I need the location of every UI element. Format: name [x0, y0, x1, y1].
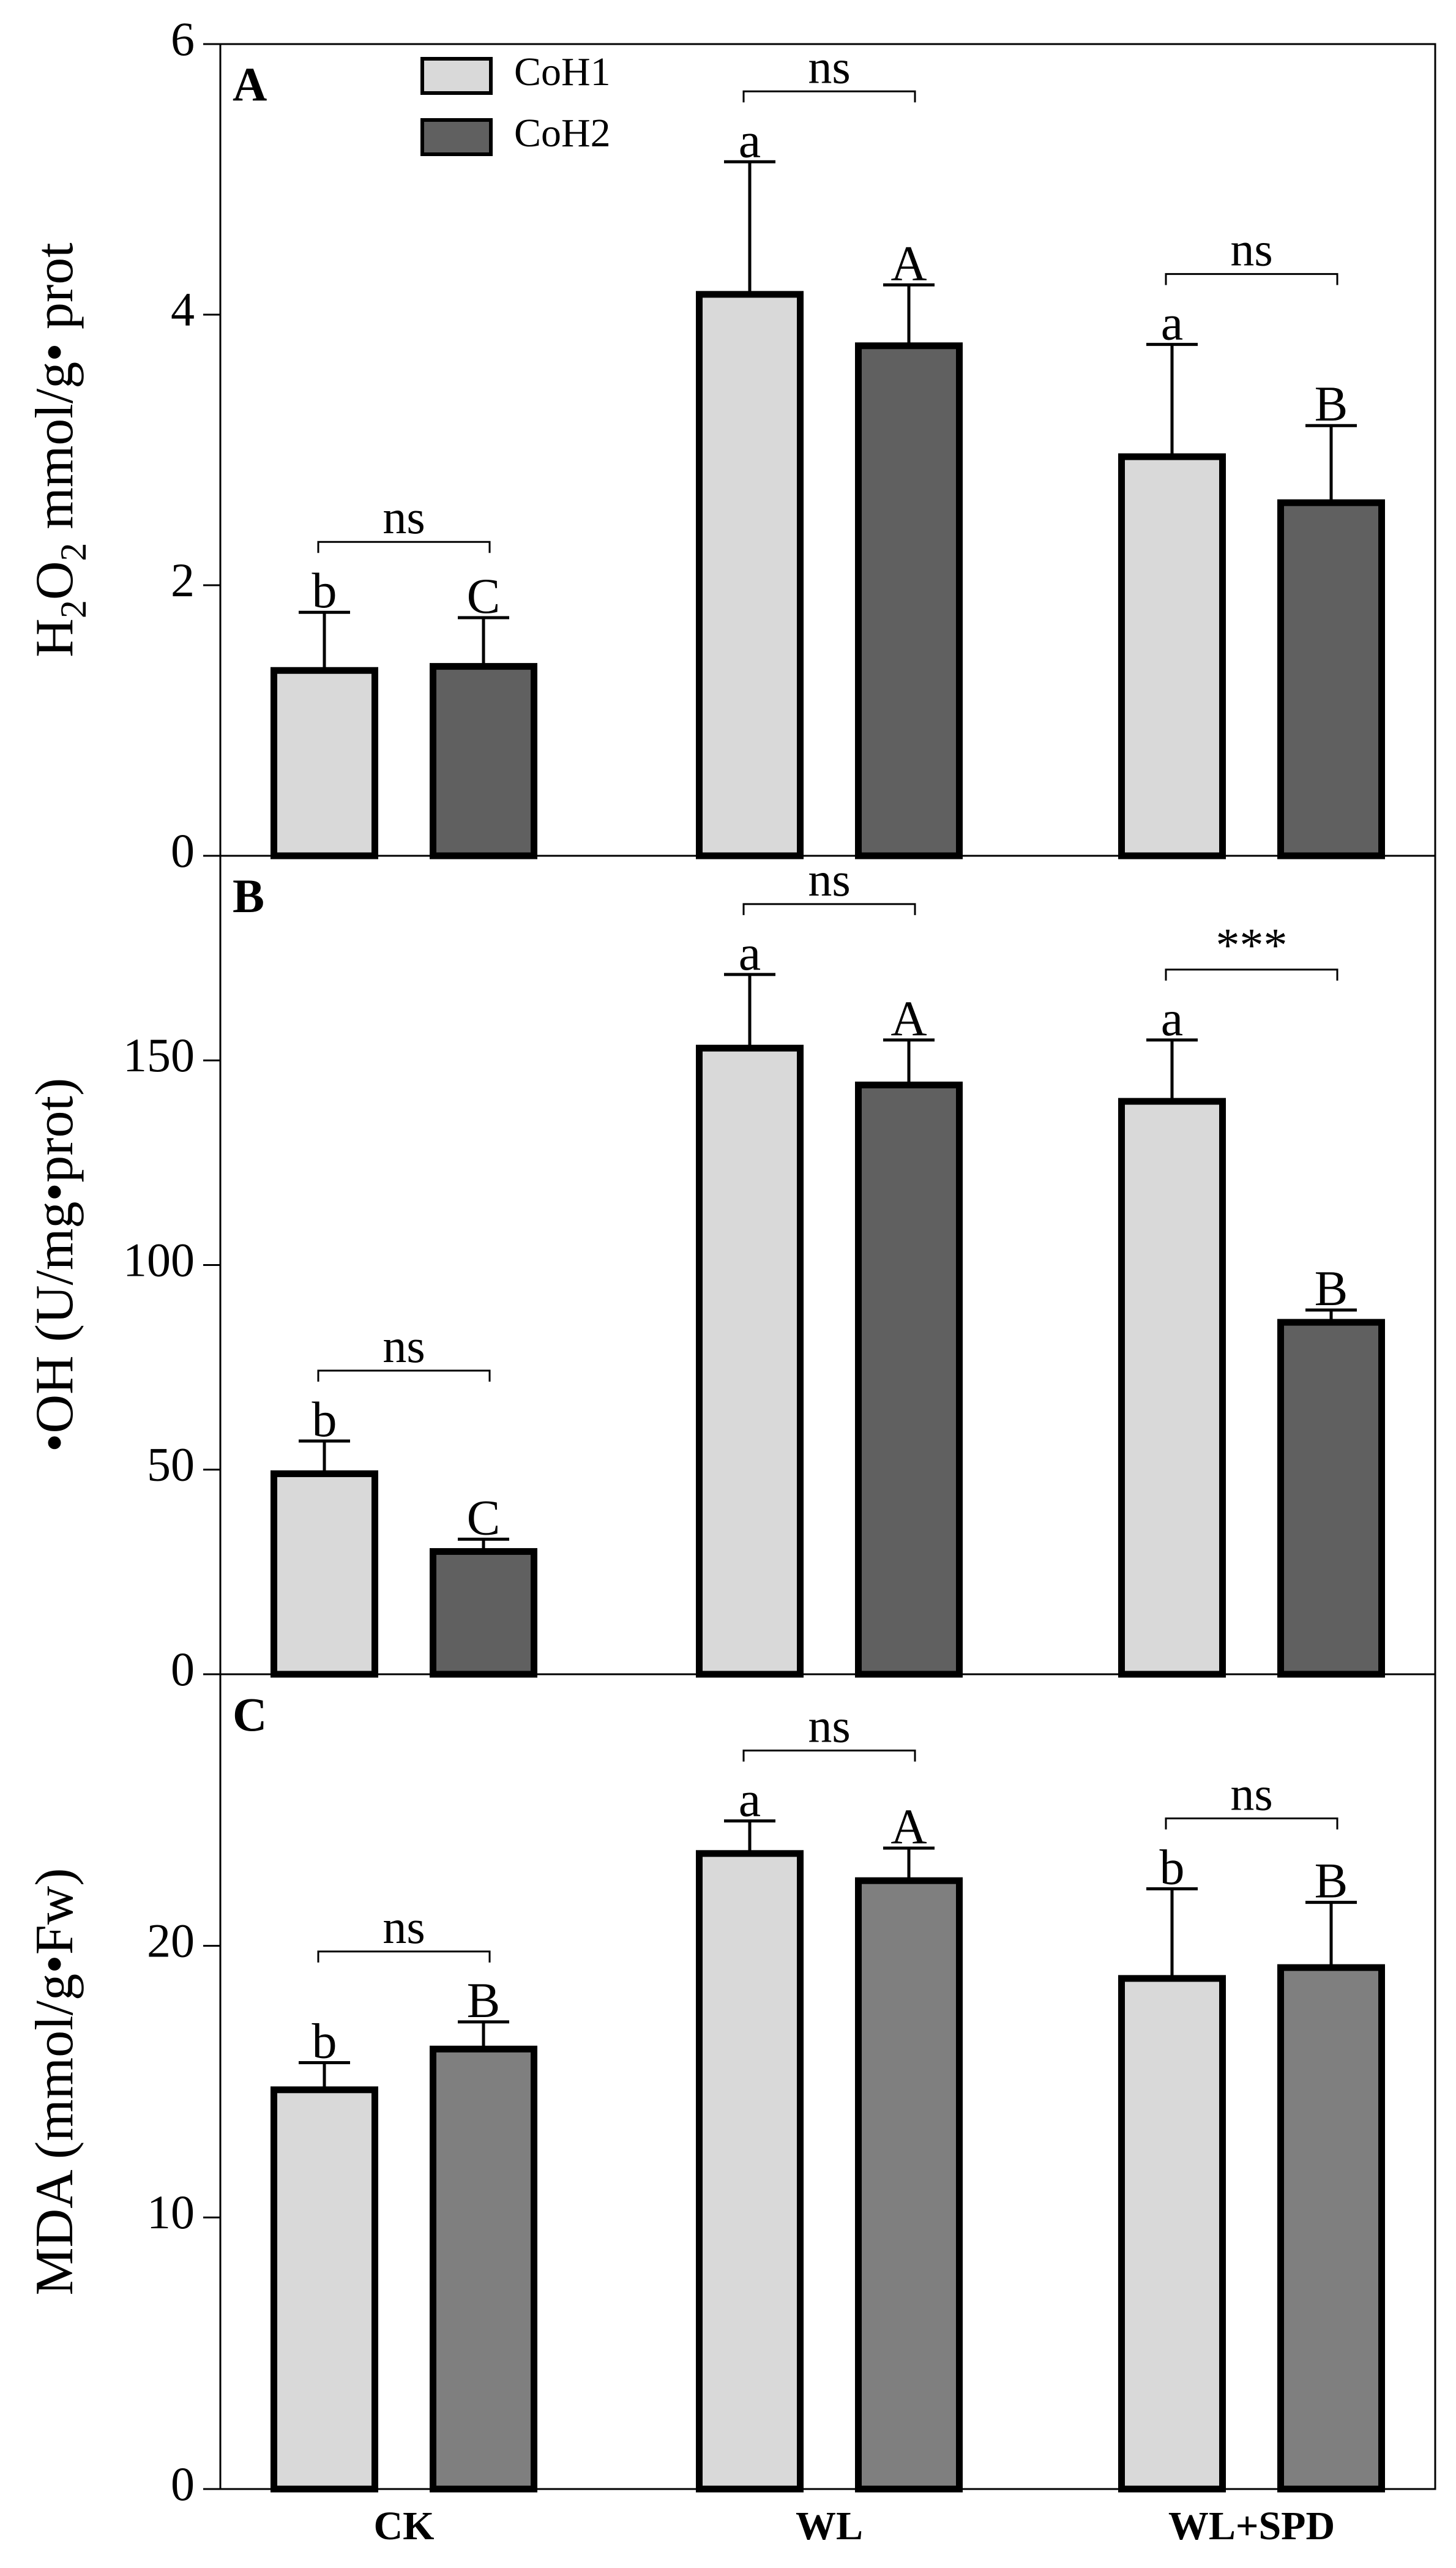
- panel-letter: A: [233, 58, 267, 111]
- significance-letter: A: [890, 1799, 927, 1854]
- y-tick-label: 10: [147, 2185, 195, 2239]
- y-tick-label: 2: [171, 553, 195, 607]
- bar-coh1-ck: [271, 2086, 378, 2493]
- y-tick-label: 4: [171, 283, 195, 336]
- y-tick-label: 100: [123, 1233, 195, 1286]
- significance-letter: C: [467, 568, 501, 624]
- bar-coh2-wl: [855, 342, 963, 859]
- legend-label-coh1: CoH1: [514, 50, 611, 94]
- significance-letter: b: [312, 2013, 337, 2068]
- significance-letter: a: [739, 112, 761, 168]
- bar-coh2-wl: [855, 1877, 963, 2493]
- comparison-bracket: [742, 903, 916, 915]
- comparison-label: ns: [808, 40, 850, 93]
- significance-letter: B: [1315, 1260, 1348, 1316]
- bar-coh1-wl-spd: [1118, 1975, 1226, 2493]
- y-tick-label: 0: [171, 824, 195, 877]
- significance-letter: a: [1161, 990, 1183, 1046]
- comparison-label: ns: [383, 1319, 425, 1372]
- legend-swatch-coh1: [420, 57, 493, 95]
- bar-coh1-wl: [696, 1850, 804, 2493]
- significance-letter: a: [739, 925, 761, 981]
- comparison-bracket: [1165, 273, 1338, 285]
- comparison-bracket: [1165, 1817, 1338, 1830]
- bar-coh1-wl: [696, 291, 804, 859]
- comparison-label: ns: [383, 1900, 425, 1953]
- y-axis-title: MDA (mmol/g•Fw): [25, 1868, 84, 2295]
- bar-coh2-wl-spd: [1277, 1319, 1385, 1678]
- panel-letter: C: [233, 1688, 267, 1741]
- comparison-bracket: [742, 90, 916, 103]
- y-tick-label: 20: [147, 1914, 195, 1967]
- x-category-label: WL+SPD: [1168, 2504, 1335, 2548]
- significance-letter: B: [1315, 1853, 1348, 1909]
- significance-letter: B: [467, 1972, 501, 2028]
- comparison-label: ***: [1216, 918, 1288, 971]
- comparison-label: ns: [1230, 1767, 1272, 1820]
- x-category-label: WL: [796, 2504, 863, 2548]
- significance-letter: b: [1160, 1839, 1185, 1895]
- legend-label-coh2: CoH2: [514, 111, 611, 155]
- panel-frame: [219, 43, 1436, 857]
- legend-swatch-coh2: [420, 118, 493, 156]
- significance-letter: a: [1161, 295, 1183, 351]
- comparison-bracket: [317, 1950, 491, 1963]
- comparison-label: ns: [808, 853, 850, 906]
- bar-coh2-wl-spd: [1277, 499, 1385, 859]
- y-axis-title: •OH (U/mg•prot): [25, 1078, 84, 1453]
- significance-letter: a: [739, 1772, 761, 1827]
- x-category-label: CK: [374, 2504, 435, 2548]
- panel-frame: [219, 1673, 1436, 2490]
- comparison-bracket: [1165, 968, 1338, 981]
- panel-frame: [219, 855, 1436, 1675]
- y-tick-label: 6: [171, 12, 195, 66]
- comparison-bracket: [742, 1750, 916, 1762]
- y-tick-label: 50: [147, 1438, 195, 1491]
- bar-coh2-wl-spd: [1277, 1964, 1385, 2493]
- bar-coh1-wl: [696, 1044, 804, 1678]
- bar-coh1-ck: [271, 1470, 378, 1678]
- bar-coh2-ck: [430, 1548, 537, 1678]
- bar-coh2-ck: [430, 2045, 537, 2493]
- comparison-bracket: [317, 1369, 491, 1382]
- significance-letter: A: [890, 990, 927, 1046]
- y-tick-label: 0: [171, 1642, 195, 1696]
- bar-coh1-ck: [271, 667, 378, 859]
- comparison-label: ns: [1230, 223, 1272, 276]
- y-tick-label: 150: [123, 1028, 195, 1082]
- comparison-label: ns: [808, 1699, 850, 1753]
- significance-letter: C: [467, 1489, 501, 1545]
- significance-letter: A: [890, 235, 927, 291]
- comparison-bracket: [317, 541, 491, 553]
- significance-letter: b: [312, 563, 337, 618]
- y-tick-label: 0: [171, 2457, 195, 2510]
- y-axis-title: H2O2 mmol/g• prot: [25, 242, 94, 657]
- comparison-label: ns: [383, 490, 425, 544]
- bar-coh2-wl: [855, 1081, 963, 1678]
- significance-letter: B: [1315, 376, 1348, 432]
- bar-coh1-wl-spd: [1118, 453, 1226, 859]
- panel-letter: B: [233, 869, 264, 923]
- significance-letter: b: [312, 1391, 337, 1447]
- bar-coh2-ck: [430, 663, 537, 859]
- bar-coh1-wl-spd: [1118, 1098, 1226, 1678]
